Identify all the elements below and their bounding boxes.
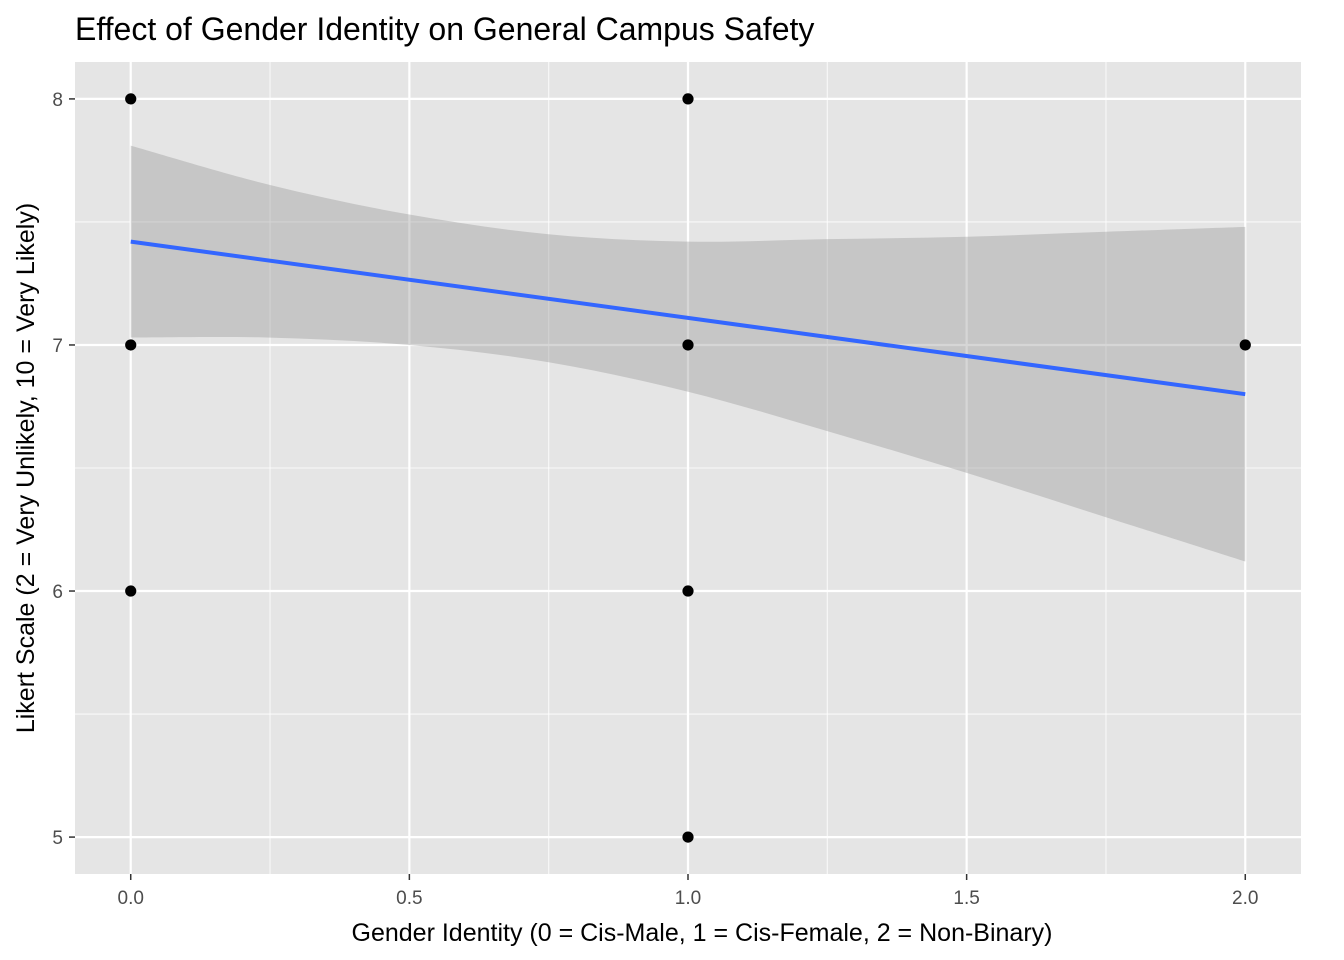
data-point-2 (125, 585, 137, 597)
x-tick-label-3: 1.5 (953, 888, 979, 909)
chart-title: Effect of Gender Identity on General Cam… (75, 11, 814, 47)
data-point-4 (682, 339, 694, 351)
data-point-5 (682, 585, 694, 597)
y-tick-label-1: 6 (52, 582, 63, 603)
data-point-3 (682, 93, 694, 105)
confidence-band (130, 145, 1246, 562)
y-tick-label-0: 5 (52, 828, 63, 849)
trend-line (130, 239, 1246, 397)
data-point-1 (125, 339, 137, 351)
x-axis-ticks: 0.0 0.5 1.0 1.5 2.0 (118, 874, 1258, 909)
x-axis-title: Gender Identity (0 = Cis-Male, 1 = Cis-F… (352, 919, 1053, 947)
data-point-7 (1239, 339, 1251, 351)
y-axis-title: Likert Scale (2 = Very Unlikely, 10 = Ve… (12, 203, 40, 733)
y-axis-ticks: 5 6 7 8 (52, 90, 75, 849)
data-points (125, 93, 1251, 843)
x-tick-label-1: 0.5 (396, 888, 422, 909)
data-point-6 (682, 831, 694, 843)
x-tick-label-2: 1.0 (675, 888, 701, 909)
x-tick-label-4: 2.0 (1232, 888, 1258, 909)
x-tick-label-0: 0.0 (118, 888, 144, 909)
y-tick-label-3: 8 (52, 90, 63, 111)
y-tick-label-2: 7 (52, 336, 63, 357)
data-point-0 (125, 93, 137, 105)
